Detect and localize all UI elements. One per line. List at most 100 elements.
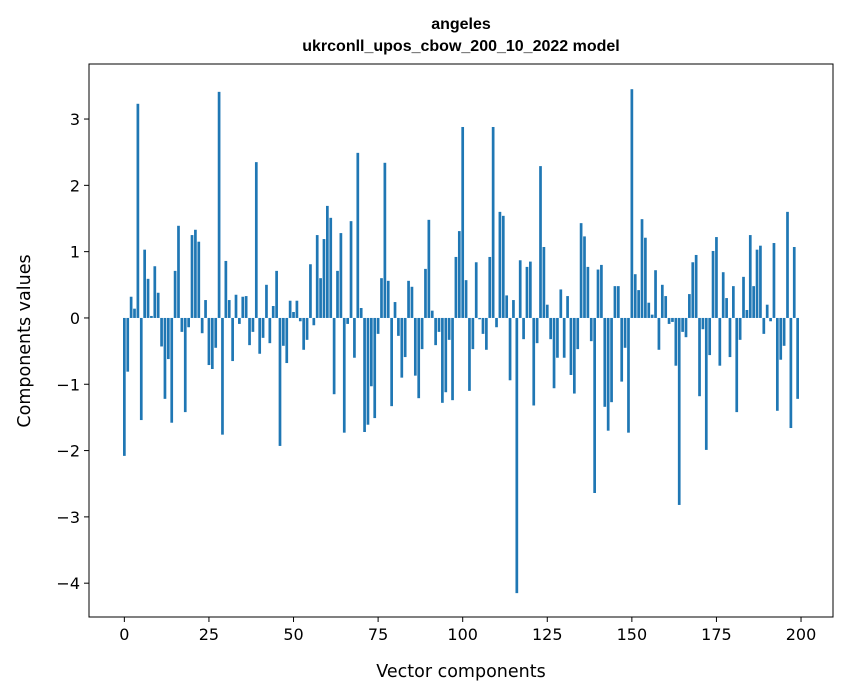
bar-196: [786, 211, 789, 318]
bar-147: [620, 317, 624, 382]
bar-163: [674, 317, 678, 366]
bar-64: [339, 233, 343, 318]
chart-subtitle: ukrconll_upos_cbow_200_10_2022 model: [302, 38, 619, 55]
bar-30: [224, 260, 228, 318]
bar-169: [694, 254, 698, 318]
bar-111: [498, 211, 502, 318]
bar-128: [556, 317, 559, 358]
bar-195: [782, 317, 786, 346]
bar-91: [430, 310, 434, 318]
bar-92: [434, 317, 437, 346]
bar-72: [366, 317, 370, 425]
bar-68: [353, 317, 356, 358]
bar-39: [254, 162, 258, 318]
bar-23: [200, 317, 204, 334]
bar-78: [386, 280, 390, 318]
bar-77: [383, 162, 387, 318]
bar-73: [369, 317, 373, 387]
bar-152: [637, 290, 640, 318]
bar-43: [268, 317, 272, 344]
bar-3: [133, 308, 136, 318]
bar-16: [177, 225, 180, 318]
bar-7: [146, 278, 150, 318]
bar-151: [633, 274, 637, 318]
bar-120: [529, 261, 532, 318]
bar-22: [197, 241, 201, 318]
bar-157: [654, 270, 657, 318]
bar-85: [410, 286, 414, 318]
bar-118: [522, 317, 525, 340]
bar-182: [738, 317, 742, 340]
bar-116: [515, 317, 519, 594]
bar-57: [315, 235, 319, 318]
bar-83: [403, 317, 407, 358]
bar-47: [282, 317, 285, 346]
bar-74: [373, 317, 377, 419]
bar-105: [478, 317, 481, 320]
bar-144: [610, 317, 613, 403]
bar-119: [525, 266, 529, 318]
bar-8: [150, 315, 153, 318]
bar-161: [667, 317, 671, 324]
bar-176: [718, 317, 722, 366]
bar-115: [512, 300, 515, 318]
bar-129: [559, 289, 563, 318]
bar-44: [271, 306, 275, 318]
bar-185: [748, 235, 752, 318]
bar-149: [627, 317, 630, 433]
bar-54: [305, 317, 309, 340]
bar-10: [156, 292, 160, 318]
bar-32: [231, 317, 234, 362]
bar-94: [441, 317, 444, 403]
bar-165: [681, 317, 684, 332]
bar-108: [488, 256, 492, 318]
bar-88: [420, 317, 424, 350]
bar-67: [349, 221, 353, 318]
bar-55: [309, 264, 312, 318]
bar-5: [139, 317, 143, 421]
bar-138: [589, 317, 593, 342]
bar-164: [677, 317, 681, 505]
bar-184: [745, 309, 749, 318]
bar-125: [545, 304, 549, 318]
x-tick-label: 25: [199, 625, 219, 644]
bar-177: [721, 272, 725, 318]
bar-191: [769, 317, 772, 322]
y-axis: 3 2 1 0 −1 −2 −3 −4: [56, 110, 89, 593]
bar-143: [606, 317, 610, 431]
bar-60: [326, 205, 329, 318]
bar-174: [711, 250, 715, 318]
bar-9: [153, 266, 157, 318]
y-tick-label: 2: [70, 176, 80, 195]
bar-59: [322, 239, 326, 318]
bar-35: [241, 296, 245, 318]
bar-123: [539, 166, 542, 318]
bar-153: [640, 219, 644, 318]
bar-6: [143, 249, 147, 318]
bar-134: [576, 317, 580, 350]
bar-84: [407, 280, 410, 318]
bar-42: [265, 284, 268, 318]
bar-124: [542, 247, 546, 318]
bar-89: [424, 268, 427, 318]
bar-62: [332, 317, 336, 395]
bar-109: [491, 126, 495, 318]
bar-45: [275, 270, 278, 318]
bar-71: [363, 317, 366, 433]
bar-198: [792, 247, 796, 318]
bar-133: [572, 317, 576, 394]
x-tick-label: 125: [532, 625, 563, 644]
bar-87: [417, 317, 421, 399]
bar-38: [251, 317, 255, 332]
bar-183: [742, 276, 745, 318]
x-tick-label: 200: [786, 625, 817, 644]
bar-63: [336, 270, 339, 318]
bar-100: [461, 126, 465, 318]
bar-172: [704, 317, 708, 450]
bar-98: [454, 256, 458, 318]
bar-1: [126, 317, 130, 372]
bar-121: [532, 317, 536, 406]
bar-86: [413, 317, 417, 376]
bar-52: [298, 317, 302, 322]
x-tick-label: 50: [283, 625, 303, 644]
